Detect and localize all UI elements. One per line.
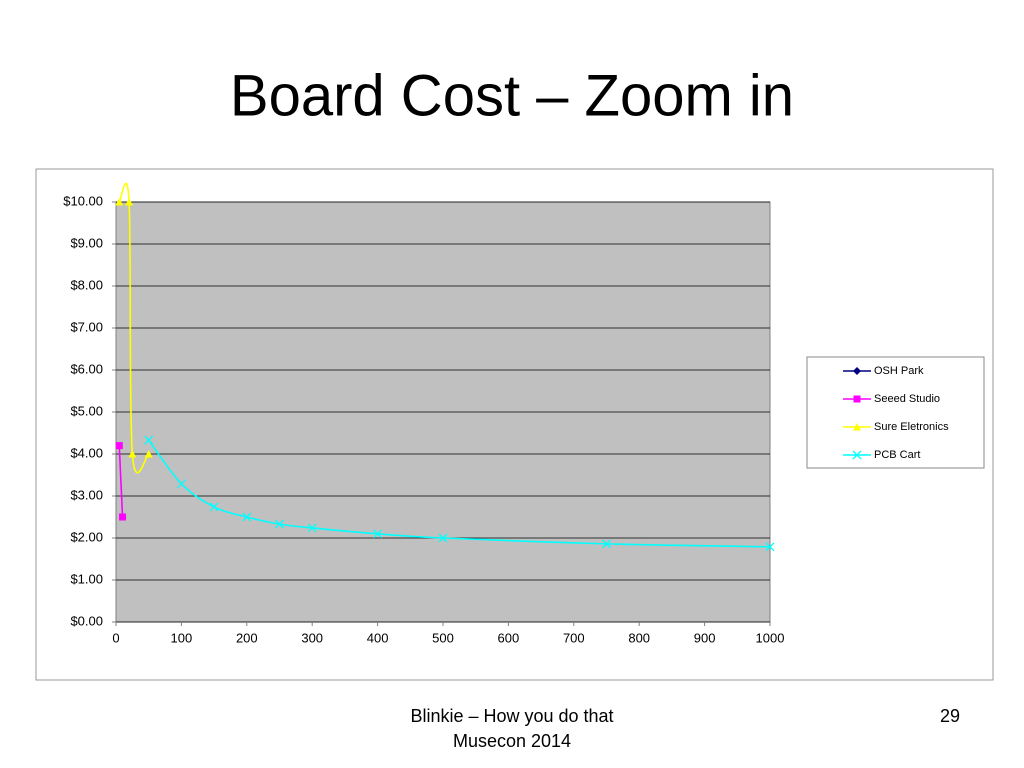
legend-label: Sure Eletronics [874,421,949,433]
x-tick-label: 900 [694,630,716,645]
legend-marker [852,450,862,460]
legend-marker [853,367,861,375]
marker [144,435,154,445]
footer-line: Musecon 2014 [453,731,571,751]
legend-label: PCB Cart [874,449,920,461]
y-tick-label: $8.00 [70,277,103,292]
marker [115,198,124,206]
x-tick-label: 400 [367,630,389,645]
x-tick-label: 300 [301,630,323,645]
x-tick-label: 1000 [756,630,785,645]
y-tick-label: $10.00 [63,193,103,208]
x-tick-label: 600 [498,630,520,645]
y-tick-label: $0.00 [70,613,103,628]
series-line [118,445,124,518]
x-tick-label: 700 [563,630,585,645]
marker [438,533,448,543]
y-tick-label: $7.00 [70,319,103,334]
marker [115,442,123,450]
marker [307,523,317,533]
legend-marker [853,395,861,403]
x-tick-label: 500 [432,630,454,645]
marker [373,529,383,539]
marker [765,542,775,552]
y-tick-label: $2.00 [70,529,103,544]
series-line [118,182,150,474]
slide-title: Board Cost – Zoom in [230,63,794,128]
y-tick-label: $1.00 [70,571,103,586]
marker [144,450,153,458]
x-tick-label: 0 [112,630,119,645]
footer-line: Blinkie – How you do that [410,706,613,726]
marker [176,479,186,489]
legend-label: OSH Park [874,365,924,377]
marker [125,198,134,206]
legend-marker [853,423,861,431]
y-tick-label: $6.00 [70,361,103,376]
x-tick-label: 200 [236,630,258,645]
y-tick-label: $4.00 [70,445,103,460]
legend-box [806,356,985,469]
legend-label: Seeed Studio [874,393,940,405]
page-number: 29 [940,706,960,726]
y-tick-label: $3.00 [70,487,103,502]
marker [242,512,252,522]
marker [119,513,127,521]
x-tick-label: 800 [628,630,650,645]
marker [275,519,284,529]
marker [602,539,611,549]
y-tick-label: $9.00 [70,235,103,250]
y-tick-label: $5.00 [70,403,103,418]
marker [128,450,137,458]
marker [209,502,219,512]
x-tick-label: 100 [171,630,193,645]
